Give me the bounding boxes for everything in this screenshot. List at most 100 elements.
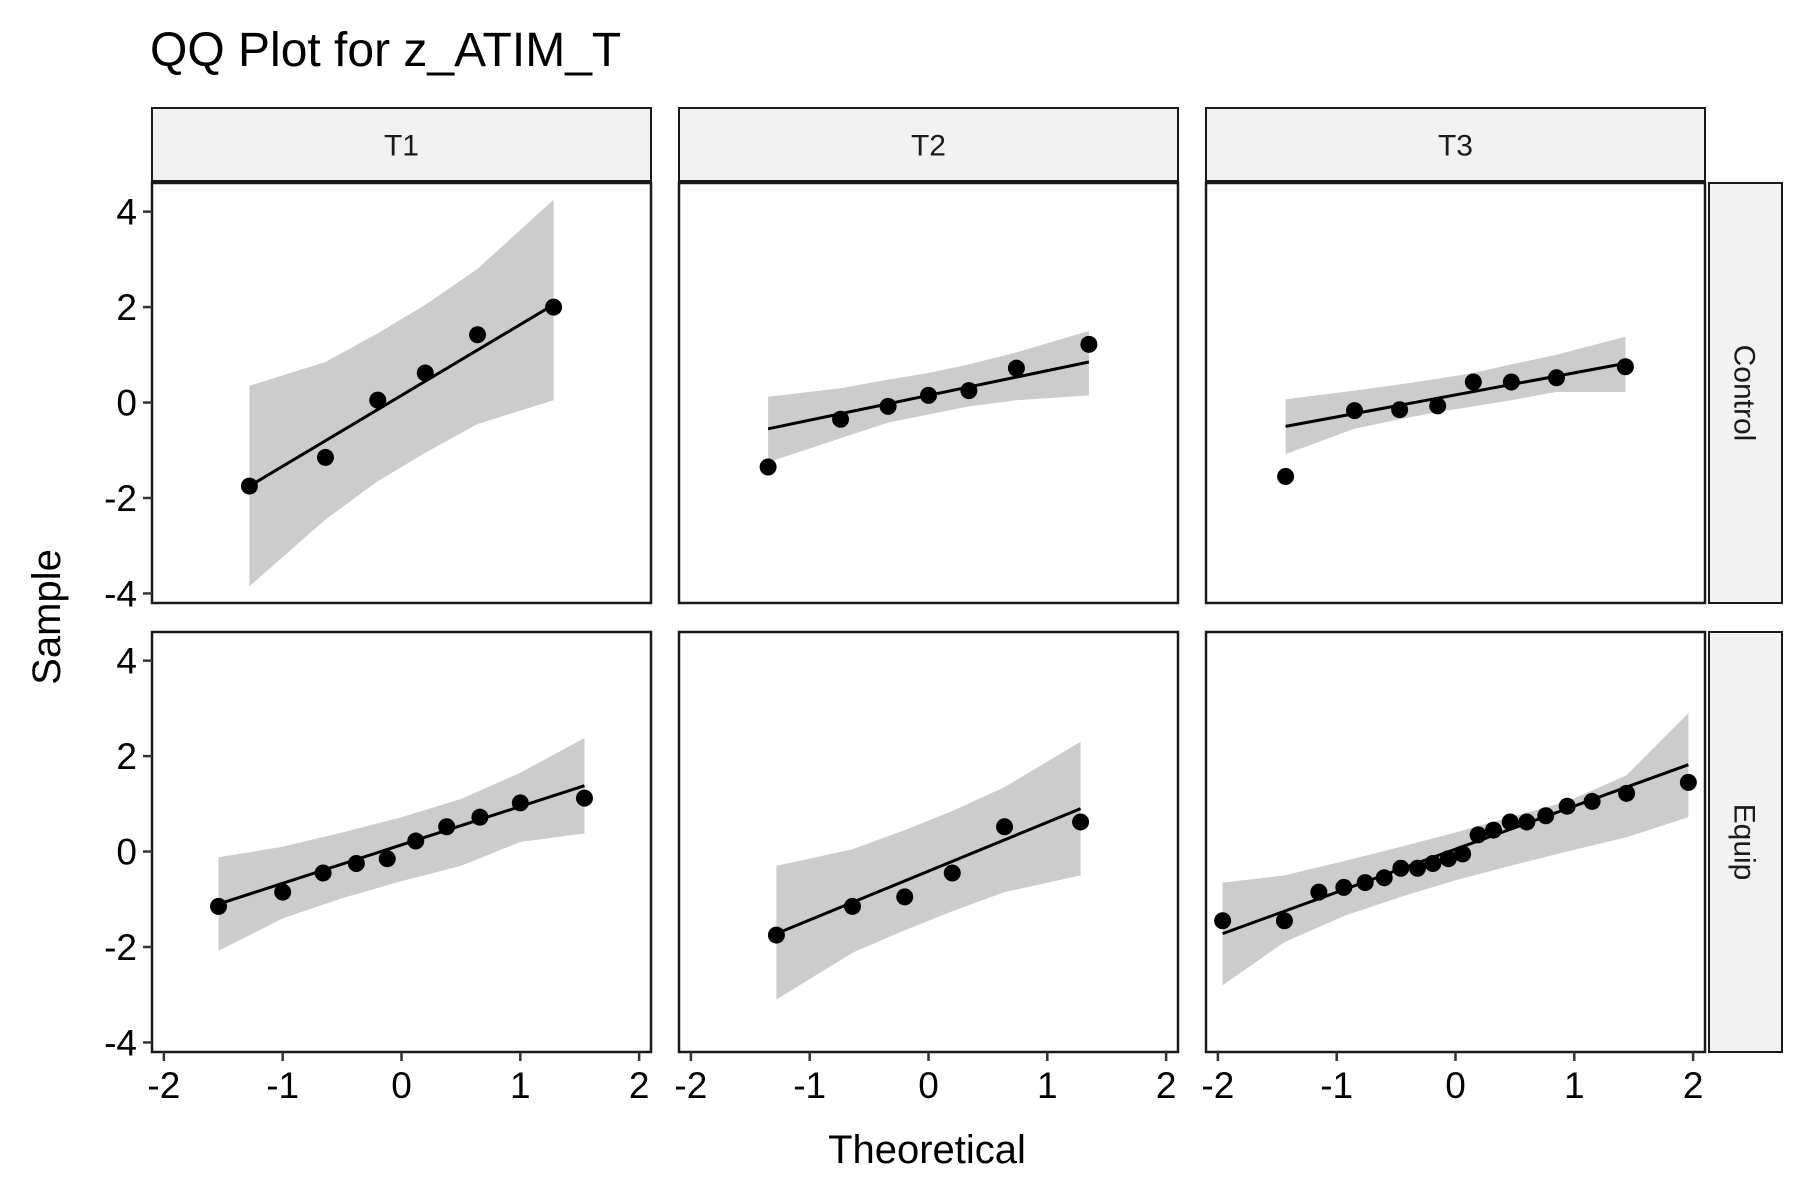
y-tick-label: -4 <box>104 1022 137 1063</box>
x-tick-label: 0 <box>391 1065 412 1106</box>
facet-panels <box>150 181 1707 1054</box>
data-point <box>1277 468 1295 486</box>
data-point <box>767 926 785 944</box>
panel-t3-equip <box>1204 630 1707 1054</box>
data-point <box>240 477 258 495</box>
data-point <box>378 850 396 868</box>
data-point <box>1485 821 1503 839</box>
panel-border <box>1204 181 1707 605</box>
data-point <box>1429 397 1447 415</box>
column-strips: T1 T2 T3 <box>151 107 1706 182</box>
x-tick-label: -2 <box>1201 1065 1234 1106</box>
data-point <box>1501 813 1519 831</box>
data-point <box>1679 773 1697 791</box>
data-point <box>274 883 292 901</box>
data-point <box>1502 373 1520 391</box>
panel-t2-control <box>677 181 1180 605</box>
y-tick-label: 0 <box>116 383 137 424</box>
data-point <box>469 326 487 344</box>
y-tick-label: -2 <box>104 927 137 968</box>
row-strip-equip <box>1708 631 1783 1053</box>
column-strip-label: T3 <box>1438 130 1473 163</box>
x-tick-label: 2 <box>1156 1065 1177 1106</box>
panel-t2-equip <box>677 630 1180 1054</box>
data-point <box>1080 335 1098 353</box>
data-point <box>996 818 1014 836</box>
x-tick-label: -1 <box>1320 1065 1353 1106</box>
data-point <box>759 458 777 476</box>
panel-border <box>677 181 1180 605</box>
y-axes: -4 -2 0 2 4 -4 -2 0 2 4 <box>104 192 152 1063</box>
x-tick-label: 1 <box>1564 1065 1585 1106</box>
panel-t1-control <box>150 181 653 605</box>
column-strip-label: T2 <box>911 130 946 163</box>
x-tick-label: -1 <box>266 1065 299 1106</box>
reference-line <box>1222 763 1689 936</box>
y-tick-label: -2 <box>104 478 137 519</box>
data-point <box>1469 826 1487 844</box>
y-tick-label: 0 <box>116 832 137 873</box>
y-tick-label: 2 <box>116 736 137 777</box>
data-point <box>1537 807 1555 825</box>
data-point <box>1007 359 1025 377</box>
panel-t3-control <box>1204 181 1707 605</box>
reference-line <box>248 303 555 488</box>
y-tick-label: 4 <box>116 641 137 682</box>
data-point <box>1454 845 1472 863</box>
data-point <box>471 808 489 826</box>
data-point <box>1275 912 1293 930</box>
data-point <box>960 382 978 400</box>
reference-line <box>1285 361 1626 428</box>
x-tick-label: -2 <box>147 1065 180 1106</box>
data-point <box>1392 859 1410 877</box>
data-point <box>314 864 332 882</box>
data-point <box>438 818 456 836</box>
column-strip-t1 <box>151 107 652 182</box>
x-tick-label: -2 <box>674 1065 707 1106</box>
column-strip-t3 <box>1205 107 1706 182</box>
x-axes: -2 -1 0 1 2 -2 -1 0 1 2 -2 -1 0 1 2 <box>147 1052 1703 1106</box>
data-point <box>896 888 914 906</box>
column-strip-label: T1 <box>384 130 419 163</box>
data-point <box>347 854 365 872</box>
panel-t1-equip <box>150 630 653 1054</box>
data-point <box>1583 792 1601 810</box>
data-point <box>369 391 387 409</box>
data-point <box>879 397 897 415</box>
x-tick-label: 0 <box>918 1065 939 1106</box>
data-point <box>920 386 937 404</box>
data-point <box>1518 813 1536 831</box>
x-tick-label: 2 <box>1683 1065 1704 1106</box>
data-point <box>545 298 563 316</box>
confidence-band <box>249 199 554 587</box>
data-point <box>832 410 850 428</box>
x-tick-label: 2 <box>629 1065 650 1106</box>
row-strip-label: Equip <box>1728 804 1761 881</box>
data-point <box>1335 878 1353 896</box>
row-strips: Control Equip <box>1708 182 1783 1053</box>
data-point <box>210 897 228 915</box>
data-point <box>1558 797 1576 815</box>
data-point <box>1616 358 1634 376</box>
data-point <box>575 789 593 807</box>
x-tick-label: 1 <box>1037 1065 1058 1106</box>
reference-line <box>775 807 1082 936</box>
y-tick-label: 4 <box>116 192 137 233</box>
data-point <box>416 364 434 382</box>
data-point <box>1356 874 1374 892</box>
x-axis-title: Theoretical <box>828 1128 1026 1172</box>
data-point <box>843 897 861 915</box>
data-point <box>1375 869 1393 887</box>
x-tick-label: -1 <box>793 1065 826 1106</box>
x-tick-label: 0 <box>1445 1065 1466 1106</box>
data-point <box>1464 373 1482 391</box>
data-point <box>1072 813 1090 831</box>
y-tick-label: -4 <box>104 573 137 614</box>
data-point <box>1547 369 1565 387</box>
data-point <box>1310 883 1328 901</box>
x-tick-label: 1 <box>510 1065 531 1106</box>
data-point <box>1424 854 1442 872</box>
data-point <box>511 794 529 812</box>
data-point <box>316 448 334 466</box>
panel-border <box>150 181 653 605</box>
